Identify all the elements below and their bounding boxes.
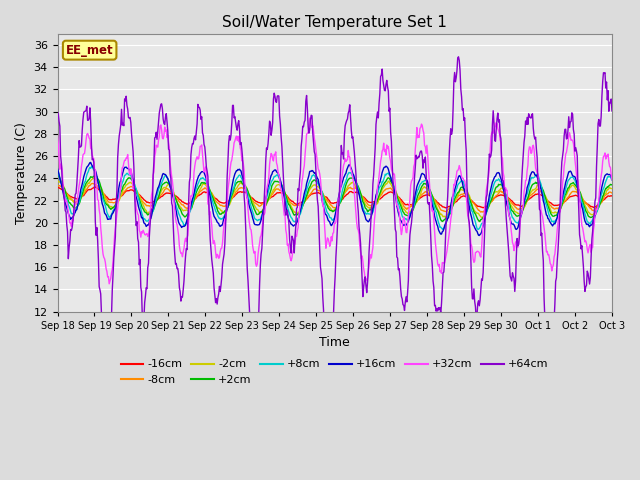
Y-axis label: Temperature (C): Temperature (C) bbox=[15, 122, 28, 224]
Title: Soil/Water Temperature Set 1: Soil/Water Temperature Set 1 bbox=[222, 15, 447, 30]
Text: EE_met: EE_met bbox=[66, 44, 113, 57]
Legend: -16cm, -8cm, -2cm, +2cm, +8cm, +16cm, +32cm, +64cm: -16cm, -8cm, -2cm, +2cm, +8cm, +16cm, +3… bbox=[116, 355, 553, 389]
X-axis label: Time: Time bbox=[319, 336, 350, 349]
